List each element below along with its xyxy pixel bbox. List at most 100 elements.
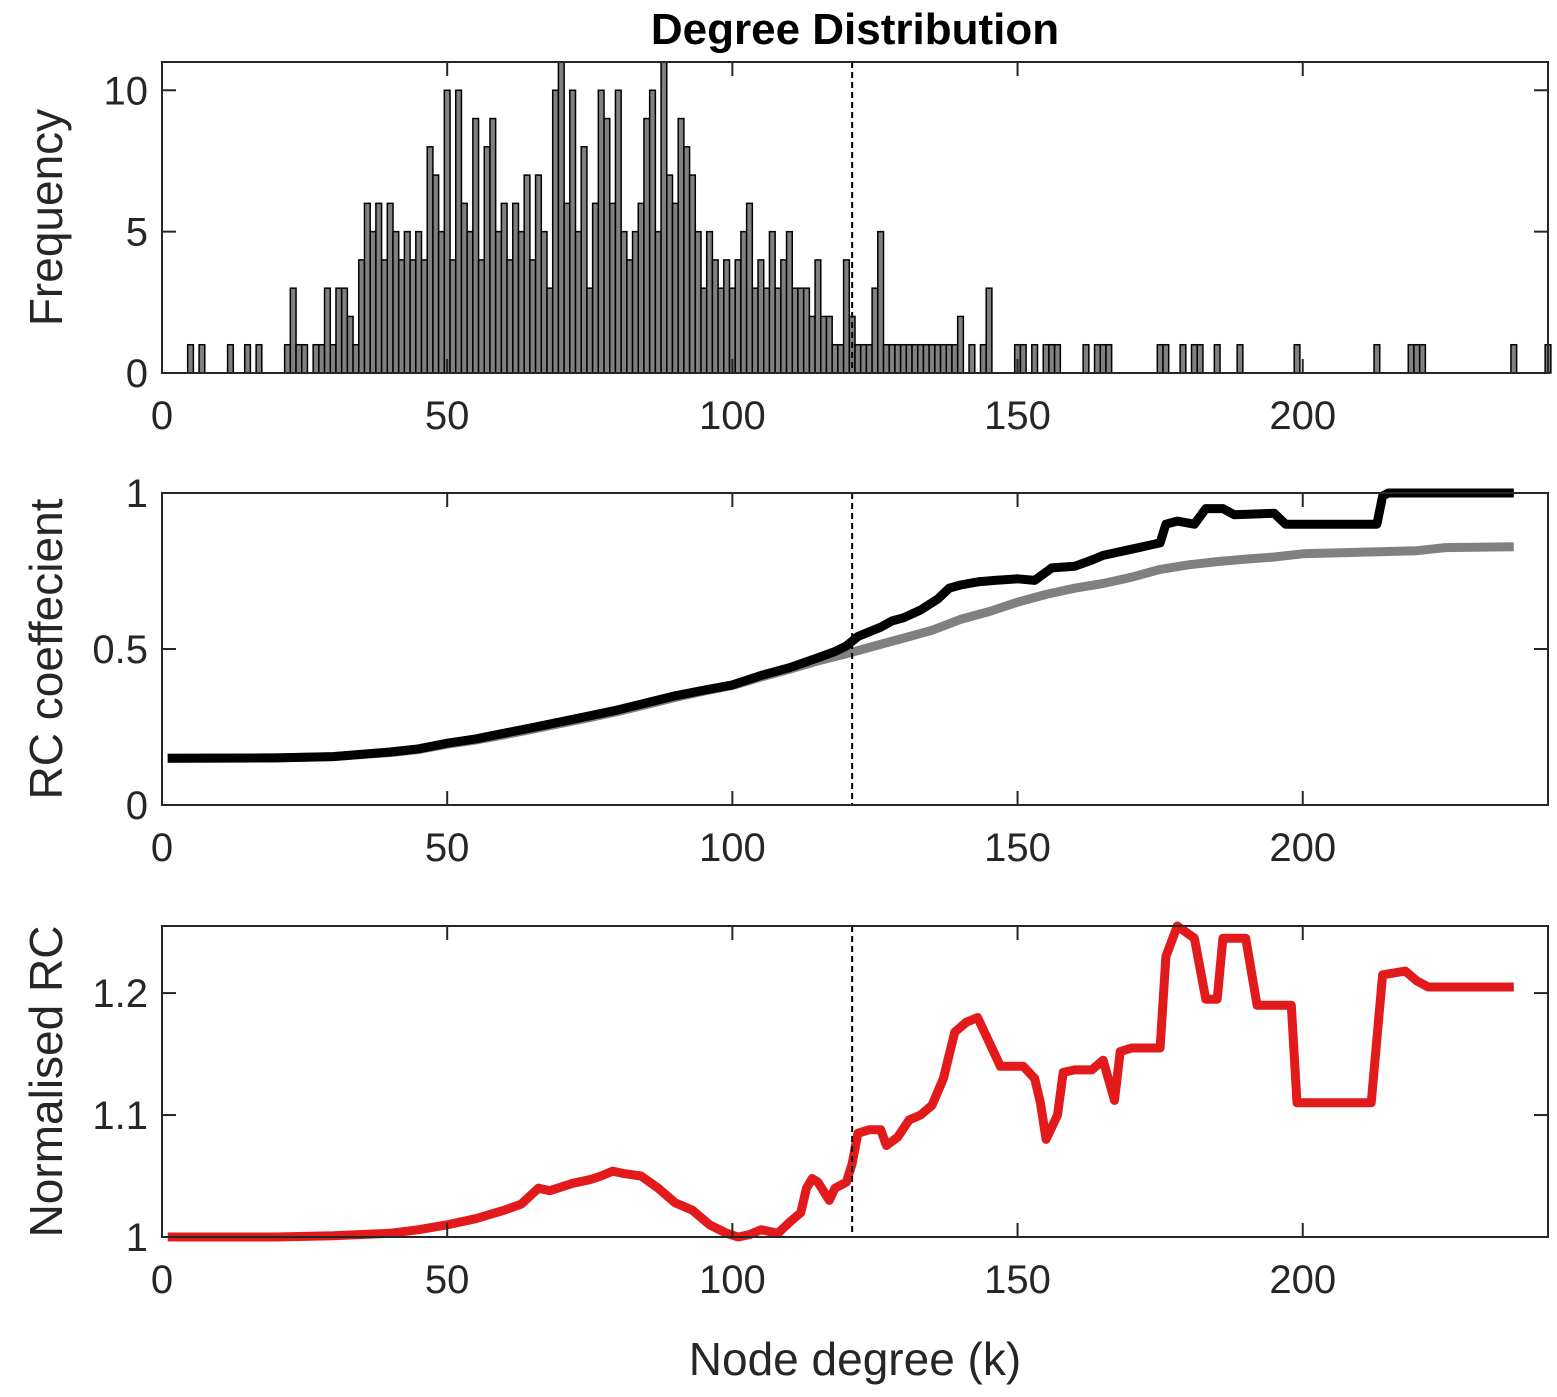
histogram-bar [877, 230, 885, 374]
plot-area [162, 926, 1548, 1237]
histogram-bar [323, 287, 332, 374]
histogram-bar [711, 259, 719, 374]
x-tick-label: 200 [1269, 826, 1336, 870]
histogram-bar [1510, 343, 1518, 374]
histogram-bar [1413, 343, 1421, 374]
histogram-bar [1179, 343, 1187, 374]
histogram-bar [426, 146, 434, 374]
y-axis-label: RC coeffecient [20, 498, 72, 799]
histogram-bar [831, 343, 839, 374]
histogram-bar [666, 174, 674, 374]
y-tick-label: 1 [126, 1216, 148, 1260]
histogram-bar [534, 174, 543, 374]
histogram-bar [854, 343, 862, 374]
axes-box [161, 925, 1549, 1238]
histogram-bar [785, 230, 794, 374]
histogram-bar [945, 343, 953, 374]
histogram-bar [631, 230, 640, 374]
histogram-bar [1042, 343, 1050, 374]
y-tick-label: 1 [126, 472, 148, 516]
histogram-bar [512, 202, 520, 374]
histogram-bar [346, 315, 354, 374]
histogram-bar [671, 202, 679, 374]
x-tick-label: 100 [699, 1258, 766, 1302]
histogram-bar [740, 230, 748, 374]
histogram-bar [888, 343, 896, 374]
normalised-rc-panel: 0 50 100 150 200 1 1.1 1.2 Normalised RC Node deg… [20, 921, 1549, 1385]
series-line-1 [167, 488, 1514, 763]
histogram-bar [1048, 343, 1056, 374]
histogram-bar [951, 343, 959, 374]
histogram-bar [335, 287, 343, 374]
histogram-bar [472, 117, 480, 374]
histogram-bar [597, 89, 605, 374]
histogram-bar [437, 230, 446, 374]
histogram-bar [956, 315, 965, 374]
y-tick-label: 1.1 [92, 1094, 148, 1138]
histogram-bar [198, 343, 206, 374]
histogram-bar [569, 89, 577, 374]
histogram-bar [420, 259, 428, 374]
histogram-bar [820, 315, 828, 374]
histogram-bar [403, 230, 411, 374]
histogram-bar [506, 259, 514, 374]
histogram-bar [774, 287, 782, 374]
histogram-bar [608, 202, 617, 374]
histogram-bar [934, 343, 942, 374]
histogram-bar [859, 343, 868, 374]
histogram-bar [443, 89, 451, 374]
histogram-bar [1099, 343, 1107, 374]
histogram-bar [358, 259, 366, 374]
histogram-bar [466, 230, 474, 374]
histogram-bar [1213, 343, 1221, 374]
histogram-bar [751, 287, 759, 374]
histogram-bar [723, 259, 731, 374]
histogram-bar [563, 202, 571, 374]
y-tick-label: 0 [126, 352, 148, 396]
histogram-bar [540, 230, 548, 374]
histogram-bar [517, 230, 525, 374]
histogram-bar [791, 287, 799, 374]
y-tick-label: 5 [126, 211, 148, 255]
degree-distribution-panel: 0 50 100 150 200 0 5 10 Degree Distribution Frequ… [20, 5, 1552, 438]
histogram-bar [780, 259, 788, 374]
x-tick-label: 150 [984, 394, 1051, 438]
histogram-bar [700, 287, 708, 374]
histogram-bar [626, 259, 634, 374]
x-tick-label: 150 [984, 826, 1051, 870]
histogram-bar [688, 174, 697, 374]
histogram-bar [911, 343, 919, 374]
histogram-bar [677, 117, 685, 374]
histogram-bar [574, 230, 582, 374]
histogram-bar [705, 230, 714, 374]
histogram-bar [882, 343, 890, 374]
histogram-bar [683, 146, 691, 374]
histogram-bar [1236, 343, 1244, 374]
histogram-bar [397, 259, 406, 374]
histogram-bar [1093, 343, 1102, 374]
histogram-bar [460, 202, 468, 374]
histogram-bar [899, 343, 908, 374]
histogram-bar [865, 343, 873, 374]
x-tick-label: 100 [699, 394, 766, 438]
histogram-bar [1019, 343, 1027, 374]
y-axis-label: Normalised RC [20, 926, 72, 1238]
y-tick-label: 1.2 [92, 972, 148, 1016]
histogram-bar [363, 202, 371, 374]
histogram-bar [643, 117, 651, 374]
histogram-bar [979, 343, 987, 374]
histogram-bar [968, 343, 976, 374]
histogram-bar [1407, 343, 1415, 374]
histogram-bar [1293, 343, 1301, 374]
histogram-bar [916, 343, 925, 374]
rc-coefficient-panel: 0 50 100 150 200 0 0.5 1 RC coeffecient [20, 472, 1549, 870]
histogram-bar [1418, 343, 1427, 374]
histogram-bar [797, 287, 805, 374]
histogram-bar [551, 89, 560, 374]
histogram-bar [255, 343, 263, 374]
histogram-bar [894, 343, 902, 374]
histogram-bar [283, 343, 292, 374]
histogram-bar [500, 202, 508, 374]
x-tick-label: 100 [699, 826, 766, 870]
series-line-0 [167, 921, 1514, 1242]
